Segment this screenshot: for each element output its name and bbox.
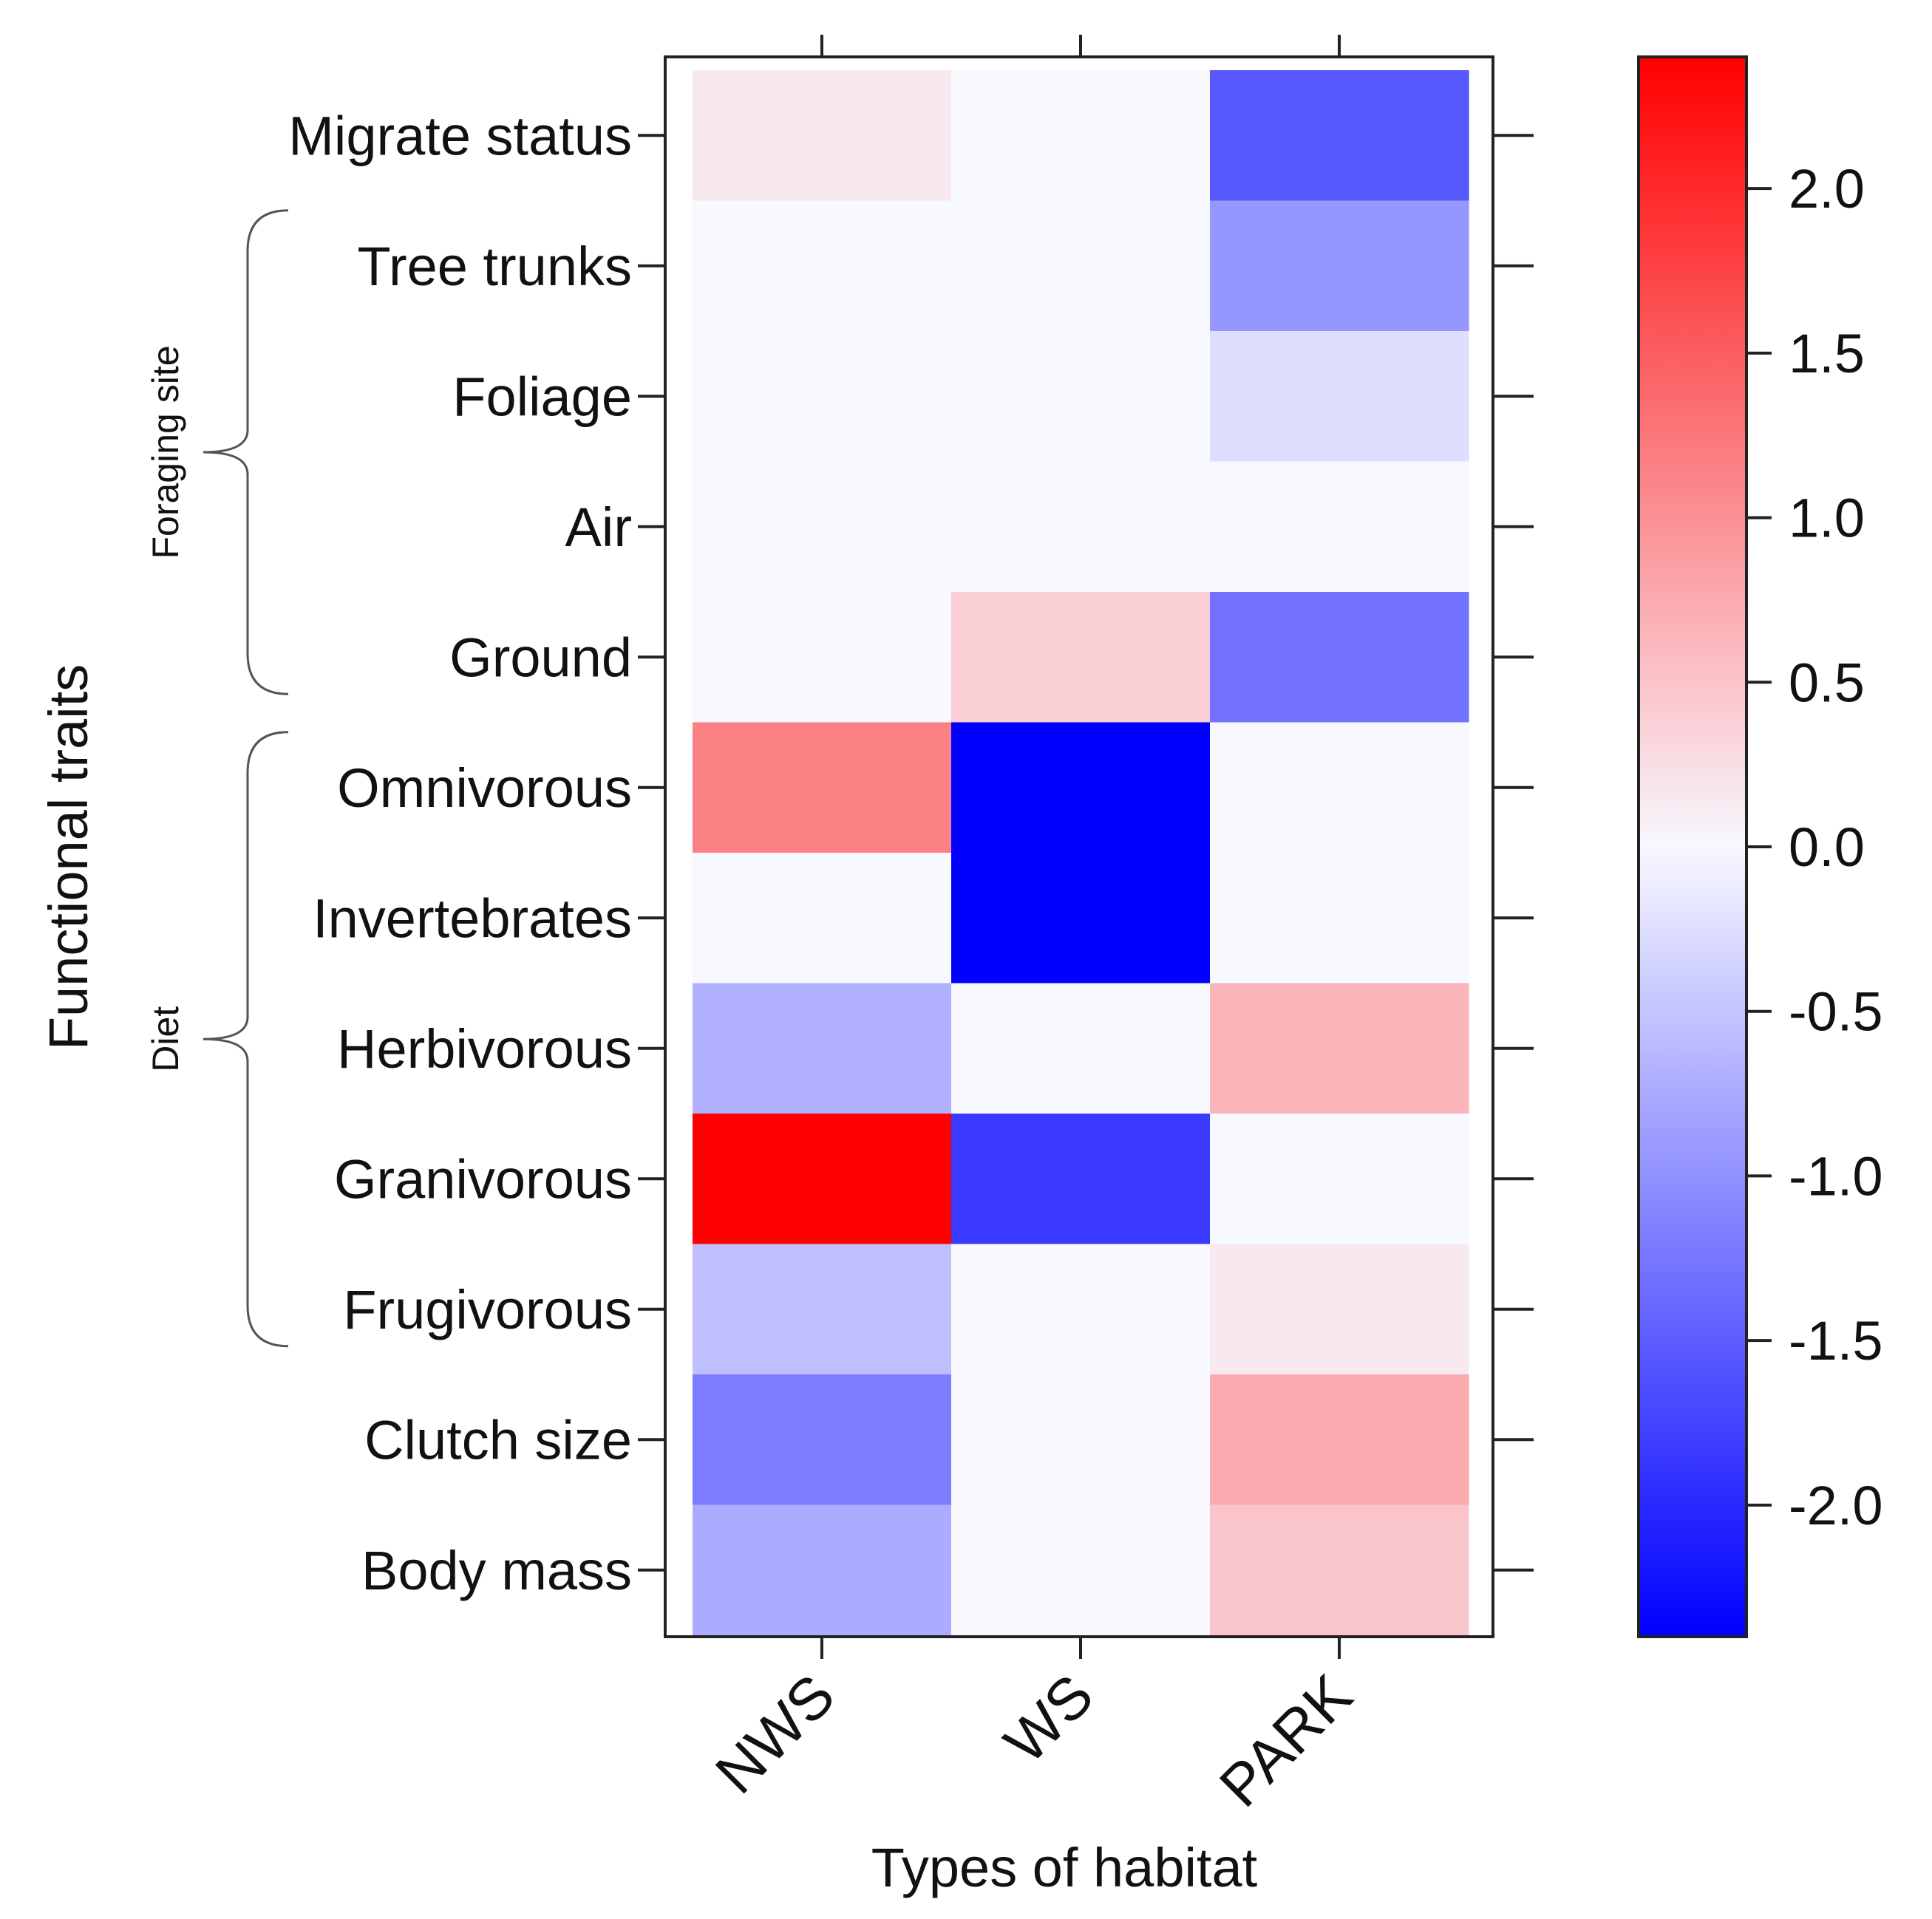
colorbar-tick-label: -0.5	[1789, 981, 1883, 1043]
heatmap-cells	[693, 70, 1469, 1636]
colorbar-tick-label: 1.0	[1789, 488, 1865, 549]
cell-body-mass-park	[1210, 1504, 1469, 1636]
colorbar-tick-label: -2.0	[1789, 1475, 1883, 1536]
row-label-clutch-size: Clutch size	[364, 1409, 632, 1470]
row-label-foliage: Foliage	[452, 366, 632, 427]
cell-omnivorous-park	[1210, 722, 1469, 853]
cell-granivorous-ws	[951, 1114, 1211, 1245]
column-label-nws: NWS	[703, 1662, 847, 1806]
row-label-frugivorous: Frugivorous	[343, 1279, 632, 1340]
cell-tree-trunks-park	[1210, 200, 1469, 332]
colorbar-tick-label: 0.0	[1789, 817, 1865, 878]
cell-herbivorous-ws	[951, 983, 1211, 1114]
cell-frugivorous-park	[1210, 1244, 1469, 1375]
cell-clutch-size-park	[1210, 1374, 1469, 1506]
y-axis-title: Functional traits	[38, 664, 99, 1050]
bracket-foraging-site	[203, 209, 289, 695]
axis-ticks	[638, 35, 1534, 1659]
cell-ground-park	[1210, 592, 1469, 723]
bracket-diet	[203, 731, 289, 1348]
cell-foliage-park	[1210, 331, 1469, 463]
cell-granivorous-park	[1210, 1114, 1469, 1245]
row-label-herbivorous: Herbivorous	[337, 1018, 632, 1080]
cell-air-park	[1210, 461, 1469, 593]
cell-foliage-nws	[693, 331, 952, 463]
cell-clutch-size-ws	[951, 1374, 1211, 1506]
colorbar-tick-label: 2.0	[1789, 158, 1865, 219]
row-label-air: Air	[565, 497, 632, 558]
cell-clutch-size-nws	[693, 1374, 952, 1506]
cell-migrate-status-nws	[693, 70, 952, 202]
cell-frugivorous-ws	[951, 1244, 1211, 1375]
group-label-diet: Diet	[145, 1006, 186, 1072]
cell-invertebrates-ws	[951, 853, 1211, 984]
cell-migrate-status-park	[1210, 70, 1469, 202]
cell-foliage-ws	[951, 331, 1211, 463]
x-axis-title: Types of habitat	[871, 1837, 1258, 1898]
cell-ground-nws	[693, 592, 952, 723]
colorbar-tick-label: 0.5	[1789, 652, 1865, 713]
column-labels: NWS WS PARK	[703, 1662, 1364, 1819]
cell-granivorous-nws	[693, 1114, 952, 1245]
row-label-granivorous: Granivorous	[334, 1148, 632, 1210]
cell-migrate-status-ws	[951, 70, 1211, 202]
row-label-ground: Ground	[449, 627, 632, 688]
row-label-body-mass: Body mass	[361, 1540, 632, 1601]
colorbar-tick-label: 1.5	[1789, 323, 1865, 384]
cell-herbivorous-park	[1210, 983, 1469, 1114]
cell-air-ws	[951, 461, 1211, 593]
cell-body-mass-ws	[951, 1504, 1211, 1636]
colorbar-tick-label: -1.5	[1789, 1310, 1883, 1371]
cell-invertebrates-park	[1210, 853, 1469, 984]
cell-tree-trunks-nws	[693, 200, 952, 332]
cell-body-mass-nws	[693, 1504, 952, 1636]
cell-omnivorous-ws	[951, 722, 1211, 853]
cell-ground-ws	[951, 592, 1211, 723]
cell-herbivorous-nws	[693, 983, 952, 1114]
group-label-foraging-site: Foraging site	[145, 345, 186, 559]
row-label-omnivorous: Omnivorous	[337, 757, 632, 819]
colorbar: 2.0 1.5 1.0 0.5 0.0 -0.5 -1.0 -1.5 -2.0	[1637, 55, 1883, 1638]
cell-tree-trunks-ws	[951, 200, 1211, 332]
cell-frugivorous-nws	[693, 1244, 952, 1375]
colorbar-gradient	[1637, 55, 1748, 1638]
cell-invertebrates-nws	[693, 853, 952, 984]
row-label-tree-trunks: Tree trunks	[358, 236, 632, 297]
group-brackets: Foraging site Diet	[145, 209, 289, 1348]
cell-omnivorous-nws	[693, 722, 952, 853]
row-label-invertebrates: Invertebrates	[313, 887, 632, 949]
row-label-migrate-status: Migrate status	[288, 105, 632, 166]
column-label-park: PARK	[1207, 1662, 1364, 1819]
colorbar-tick-label: -1.0	[1789, 1145, 1883, 1207]
row-labels: Migrate status Tree trunks Foliage Air Groun…	[288, 105, 632, 1601]
column-label-ws: WS	[992, 1662, 1106, 1776]
cell-air-nws	[693, 461, 952, 593]
